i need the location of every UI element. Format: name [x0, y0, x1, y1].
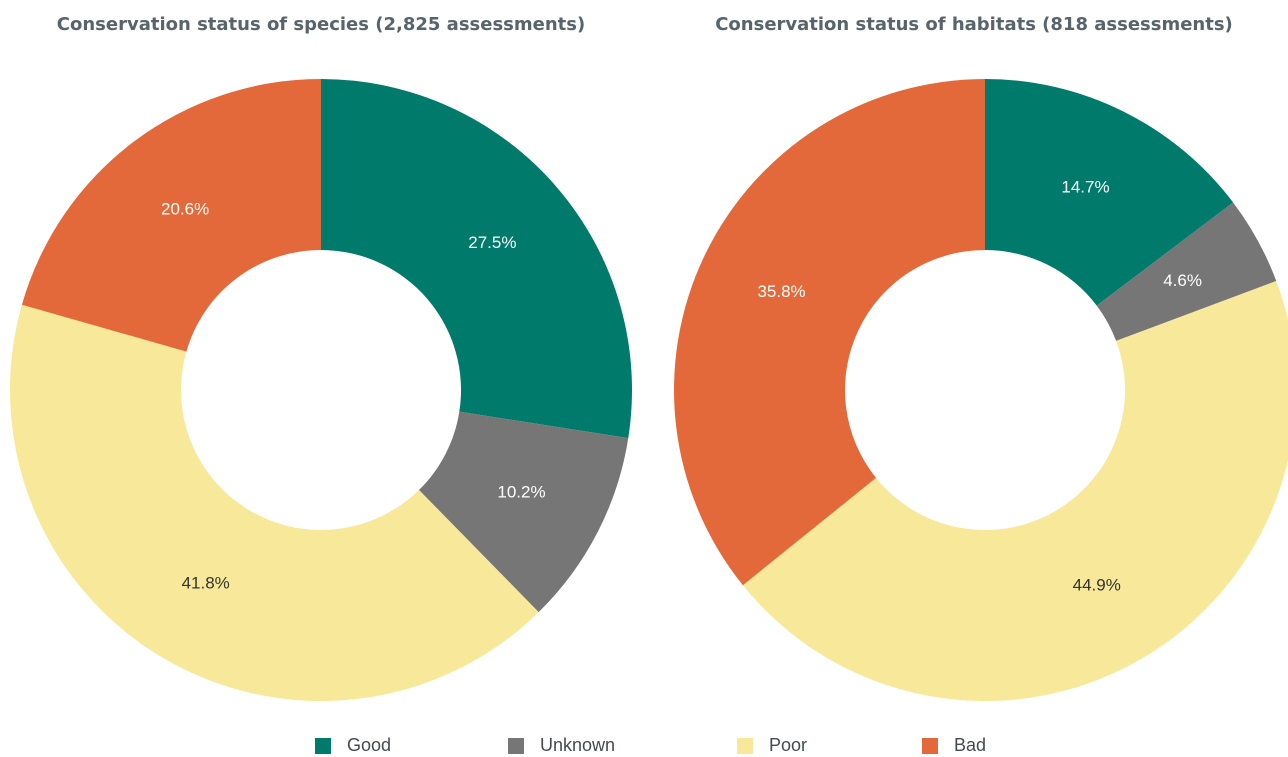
habitats-slice-label-poor: 44.9% [1073, 575, 1121, 594]
legend: Good Unknown Poor Bad [0, 735, 1288, 757]
legend-swatch-good [315, 737, 331, 754]
species-slice-label-unknown: 10.2% [497, 483, 545, 502]
species-slice-label-bad: 20.6% [161, 199, 209, 218]
legend-item-bad: Bad [922, 735, 986, 756]
legend-label-unknown: Unknown [540, 735, 616, 755]
legend-item-good: Good [315, 735, 391, 756]
habitats-chart-title: Conservation status of habitats (818 ass… [715, 14, 1233, 35]
habitats-slice-good [985, 79, 1234, 306]
legend-item-poor: Poor [737, 735, 807, 756]
donut-charts: 27.5% 10.2% 41.8% 20.6% 14.7% 4.6% 44.9% 35.8% [10, 79, 1288, 702]
habitats-slice-label-good: 14.7% [1061, 178, 1109, 197]
species-donut-chart: 27.5% 10.2% 41.8% 20.6% [10, 79, 632, 701]
habitats-slice-label-unknown: 4.6% [1163, 271, 1202, 290]
habitats-slice-poor [742, 280, 1288, 702]
habitats-slice-bad [674, 79, 985, 586]
habitats-donut-chart: 14.7% 4.6% 44.9% 35.8% [674, 79, 1288, 702]
species-chart-title: Conservation status of species (2,825 as… [56, 14, 586, 35]
legend-swatch-poor [737, 737, 753, 754]
species-slice-poor [10, 304, 539, 701]
species-slice-bad [21, 79, 322, 352]
legend-swatch-bad [922, 737, 938, 754]
legend-label-poor: Poor [769, 735, 808, 755]
habitats-slice-unknown [1096, 202, 1277, 341]
legend-item-unknown: Unknown [508, 735, 615, 756]
species-slice-good [321, 79, 632, 439]
habitats-slice-label-bad: 35.8% [757, 282, 805, 301]
legend-label-bad: Bad [954, 735, 987, 755]
legend-swatch-unknown [508, 737, 524, 754]
species-slice-unknown [418, 411, 629, 613]
species-slice-label-good: 27.5% [468, 233, 516, 252]
species-slice-label-poor: 41.8% [182, 573, 230, 592]
legend-label-good: Good [347, 735, 392, 755]
